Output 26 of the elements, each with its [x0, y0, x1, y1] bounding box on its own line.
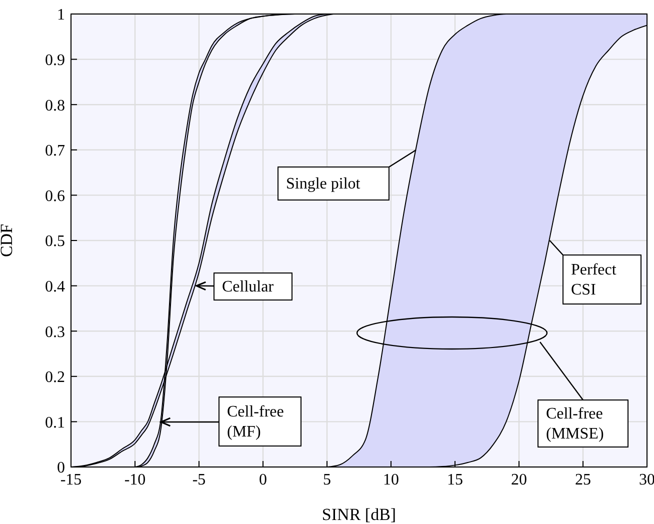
y-axis-title: CDF [0, 224, 16, 258]
annotation: Cell-free (MMSE) [546, 406, 604, 442]
x-axis-title: SINR [dB] [322, 505, 396, 524]
y-tick-label: 0.3 [45, 324, 65, 341]
x-tick-label: 20 [511, 471, 527, 488]
x-tick-label: -10 [124, 471, 146, 488]
x-tick-label: 10 [383, 471, 399, 488]
x-tick-label: -5 [192, 471, 206, 488]
y-tick-label: 0.8 [45, 97, 65, 114]
y-tick-label: 0.6 [45, 188, 65, 205]
y-tick-label: 0.2 [45, 369, 65, 386]
annotation: Cell-free (MF) [227, 404, 284, 440]
y-tick-label: 0.7 [45, 142, 65, 160]
y-tick-label: 0.5 [45, 233, 65, 250]
x-tick-label: 5 [323, 471, 331, 488]
y-tick-label: 0.4 [45, 278, 65, 296]
y-tick-label: 0 [57, 460, 65, 477]
y-tick-label: 0.1 [45, 414, 65, 432]
x-tick-label: 15 [447, 471, 463, 488]
y-tick-label: 1 [57, 6, 65, 24]
annotation: Cellular [222, 278, 274, 296]
x-tick-label: 0 [259, 471, 267, 488]
x-tick-label: 25 [575, 471, 591, 488]
y-tick-label: 0.9 [45, 52, 65, 69]
annotation: Perfect CSI [571, 262, 617, 298]
annotation: Single pilot [286, 176, 361, 192]
